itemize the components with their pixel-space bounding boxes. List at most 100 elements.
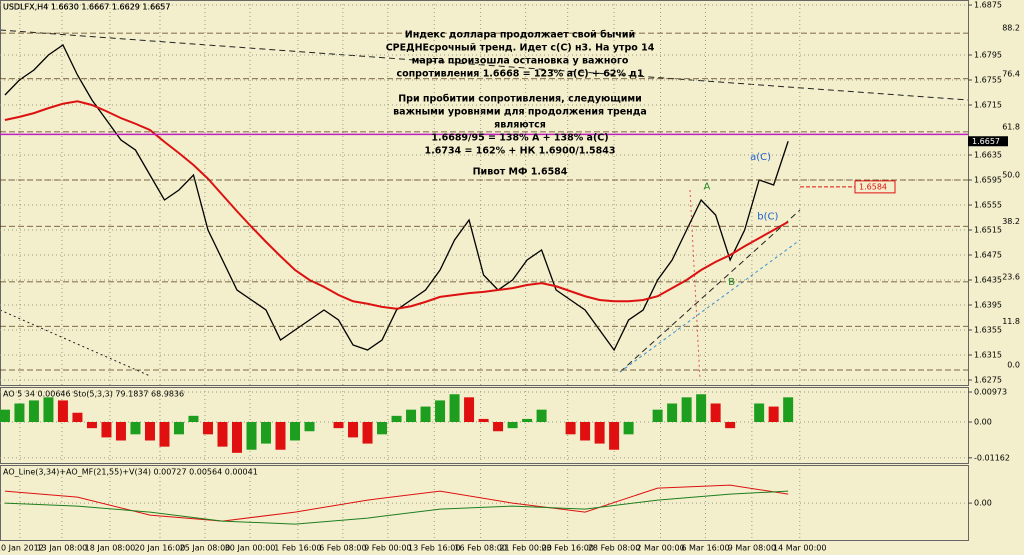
last-price-label: 1.6657 [972, 137, 1000, 146]
ao-bar [261, 421, 272, 444]
ao-bar [290, 421, 301, 441]
ao-bar [275, 421, 286, 450]
fib-level-label: 11.8 [1002, 317, 1020, 326]
y-tick-label: 1.6275 [974, 376, 1002, 385]
x-tick-label: 30 Jan 00:00 [225, 544, 276, 553]
annotation-line: СРЕДНЕсрочный тренд. Идет с(С) н3. На ут… [386, 43, 655, 54]
ao-bar [493, 421, 504, 432]
wave-label: a(C) [750, 152, 771, 163]
fib-level-label: 23.6 [1002, 272, 1020, 281]
ao-bar [217, 421, 228, 447]
y-tick-label: 1.6755 [974, 76, 1002, 85]
y-tick-label: 0.00 [974, 417, 992, 426]
x-tick-label: 10 Jan 2012 [0, 544, 44, 553]
last-price-box [968, 136, 1008, 147]
annotation-line: важными уровнями для продолжения тренда [393, 107, 647, 118]
panel-title: AO_Line(3,34)+AO_MF(21,55)+V(34) 0.00727… [3, 468, 258, 477]
y-tick-label: 1.6715 [974, 101, 1002, 110]
ao-bar [362, 421, 373, 444]
x-tick-label: 21 Feb 00:00 [499, 544, 551, 553]
ao-bar [449, 394, 460, 422]
ao-bar [14, 403, 25, 422]
y-tick-label: 1.6595 [974, 176, 1002, 185]
x-tick-label: 9 Mar 08:00 [728, 544, 776, 553]
ao-bar [536, 409, 547, 422]
ao-bar [130, 421, 141, 435]
y-tick-label: 1.6435 [974, 276, 1002, 285]
ao-bar [57, 400, 68, 422]
annotation-line: Пивот МФ 1.6584 [473, 167, 568, 178]
fib-level-label: 76.4 [1002, 69, 1020, 78]
fib-level-label: 88.2 [1002, 24, 1020, 33]
x-tick-label: 20 Jan 16:00 [135, 544, 186, 553]
ao-bar [783, 397, 794, 422]
ao-bar [565, 421, 576, 435]
x-tick-label: 18 Jan 08:00 [85, 544, 136, 553]
series-line [4, 484, 789, 522]
series-line [4, 44, 789, 352]
fib-level-label: 50.0 [1002, 171, 1020, 180]
ao-bar [464, 397, 475, 422]
ao-bar [522, 418, 533, 422]
y-tick-label: 0.00 [974, 499, 992, 508]
ao-bar [231, 421, 242, 453]
annotation-line: 1.6734 = 162% + НК 1.6900/1.5843 [425, 146, 616, 157]
ao-bar [507, 421, 518, 429]
ao-bar [0, 409, 10, 422]
y-tick-label: -0.01162 [974, 453, 1010, 462]
y-tick-label: 1.6555 [974, 201, 1002, 210]
wave-label: B [728, 277, 735, 288]
fib-level-label: 0.0 [1007, 361, 1020, 370]
ao-bar [623, 421, 634, 435]
fan-line [619, 239, 801, 373]
pivot-label: 1.6584 [859, 182, 887, 191]
y-tick-label: 1.6795 [974, 51, 1002, 60]
trend-line [0, 309, 151, 377]
ao-bar [652, 409, 663, 422]
ao-bar [72, 412, 83, 422]
annotation-line: сопротивления 1.6668 = 123% а(С) + 62% д… [396, 69, 643, 80]
annotation-line: марта произошла остановка у важного [412, 56, 629, 67]
y-tick-label: 1.6315 [974, 351, 1002, 360]
ao-bar [333, 421, 344, 429]
ao-bar [101, 421, 112, 438]
ao-bar [710, 403, 721, 422]
x-tick-label: 25 Jan 08:00 [180, 544, 231, 553]
chart-title: USDLFX,H4 1.6630 1.6667 1.6629 1.6657 [3, 3, 170, 12]
ao-bar [348, 421, 359, 438]
ao-bar [667, 403, 678, 422]
ao-bar [377, 421, 388, 435]
ao-bar [43, 397, 54, 422]
ao-bar [768, 406, 779, 422]
ao-bar [580, 421, 591, 441]
series-line [4, 490, 789, 525]
pivot-box [854, 180, 896, 194]
ao-bar [478, 418, 489, 422]
ao-bar [435, 400, 446, 422]
x-tick-label: 1 Feb 16:00 [274, 544, 321, 553]
x-tick-label: 13 Jan 08:00 [37, 544, 88, 553]
ao-bar [246, 421, 257, 450]
fib-line [689, 189, 701, 381]
trend-line [619, 209, 801, 373]
ao-bar [406, 409, 417, 422]
ao-bar [304, 421, 315, 432]
x-tick-label: 6 Mar 16:00 [681, 544, 729, 553]
ao-bar [681, 397, 692, 422]
annotation-line: Индекс доллара продолжает свой бычий [405, 30, 635, 41]
x-tick-label: 23 Feb 16:00 [541, 544, 593, 553]
ao-bar [159, 421, 170, 447]
y-tick-label: 1.6395 [974, 301, 1002, 310]
panel-title: USDLFX,H4 1.6630 1.6667 1.6629 1.6657 [3, 3, 170, 12]
ao-bar [420, 406, 431, 422]
ao-bar [609, 421, 620, 450]
ao-bar [696, 394, 707, 422]
x-tick-label: 16 Feb 08:00 [454, 544, 506, 553]
panel-frame [0, 0, 969, 386]
x-tick-label: 13 Feb 16:00 [408, 544, 460, 553]
ao-bar [173, 421, 184, 435]
annotation-line: 1.6689/95 = 138% А + 138% а(С) [431, 133, 608, 144]
ao-bar [754, 403, 765, 422]
